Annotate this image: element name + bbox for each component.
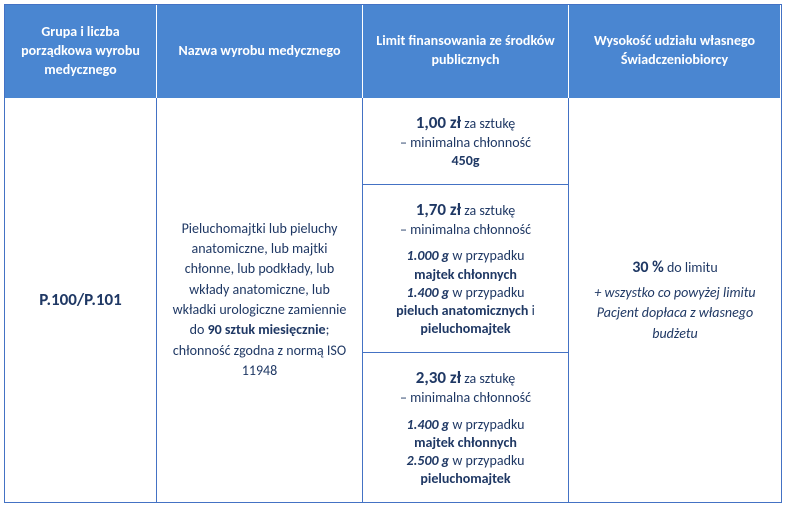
header-col2: Nazwa wyrobu medycznego	[157, 5, 363, 98]
copay-pct: 30 %	[632, 258, 664, 277]
tier1-price: 1,00 zł	[416, 112, 461, 133]
copay-note: + wszystko co powyżej limitu Pacjent dop…	[579, 283, 771, 344]
tier1-weight: 450g	[452, 152, 480, 170]
header-col3: Limit finansowania ze środków publicznyc…	[363, 5, 569, 98]
tier2-sub: – minimalna chłonność	[400, 221, 531, 239]
product-code: P.100/P.101	[39, 288, 121, 313]
cell-limit-tier3: 2,30 zł za sztukę – minimalna chłonność …	[363, 353, 569, 502]
pricing-table: Grupa i liczba porządkowa wyrobu medyczn…	[4, 4, 782, 503]
header-col4: Wysokość udziału własnego Świadczeniobio…	[569, 5, 781, 98]
tier2-price: 1,70 zł	[416, 199, 461, 220]
product-desc-line1: Pieluchomajtki lub pieluchy anatomiczne,…	[167, 219, 352, 381]
cell-product-name: Pieluchomajtki lub pieluchy anatomiczne,…	[157, 98, 363, 503]
cell-copay: 30 % do limitu + wszystko co powyżej lim…	[569, 98, 781, 503]
tier3-price: 2,30 zł	[416, 367, 461, 388]
tier1-sub: – minimalna chłonność	[400, 134, 531, 152]
header-col1: Grupa i liczba porządkowa wyrobu medyczn…	[5, 5, 157, 98]
cell-limit-tier2: 1,70 zł za sztukę – minimalna chłonność …	[363, 185, 569, 353]
cell-group-code: P.100/P.101	[5, 98, 157, 503]
tier3-sub: – minimalna chłonność	[400, 389, 531, 407]
cell-limit-tier1: 1,00 zł za sztukę – minimalna chłonność …	[363, 98, 569, 185]
